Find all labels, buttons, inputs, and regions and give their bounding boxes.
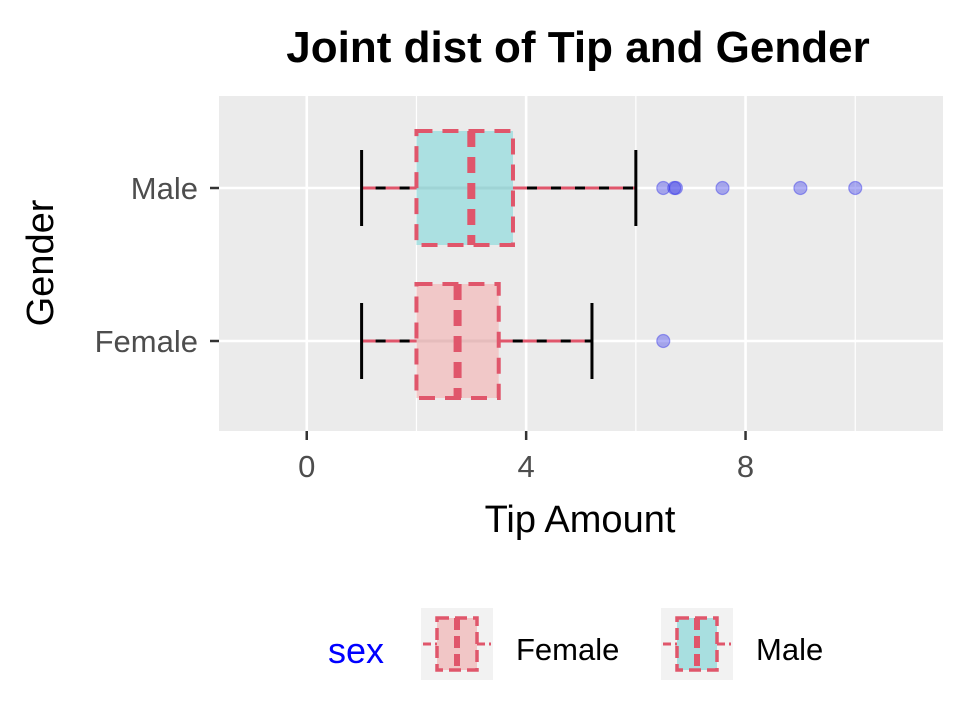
legend-label-male: Male	[756, 632, 823, 667]
box-group-female	[360, 282, 671, 400]
chart-title: Joint dist of Tip and Gender	[286, 23, 869, 72]
box-body-male	[416, 131, 513, 245]
box-layer	[360, 129, 863, 400]
legend-key-male	[661, 608, 733, 680]
legend-key-female	[421, 608, 493, 680]
outlier-point	[656, 180, 671, 196]
outlier-point	[715, 180, 730, 196]
outlier-point	[848, 180, 863, 196]
outlier-point	[793, 180, 808, 196]
outlier-point	[668, 180, 683, 196]
legend-label-female: Female	[516, 632, 619, 667]
legend: sex Female Male	[328, 608, 823, 680]
plot-panel	[219, 96, 943, 431]
y-tick-label: Female	[95, 324, 198, 359]
box-outline-male	[414, 129, 515, 247]
y-axis-title: Gender	[20, 199, 62, 326]
y-tick-label: Male	[131, 171, 198, 206]
axes: 0 4 8 Female Male	[95, 171, 755, 484]
legend-keys	[421, 608, 733, 680]
box-group-male	[360, 129, 863, 247]
outlier-point	[656, 333, 671, 349]
x-tick-label: 0	[298, 449, 315, 484]
legend-title: sex	[328, 630, 384, 671]
x-tick-label: 4	[518, 449, 535, 484]
x-axis-title: Tip Amount	[485, 499, 676, 541]
outlier-point	[667, 180, 682, 196]
x-tick-label: 8	[737, 449, 754, 484]
